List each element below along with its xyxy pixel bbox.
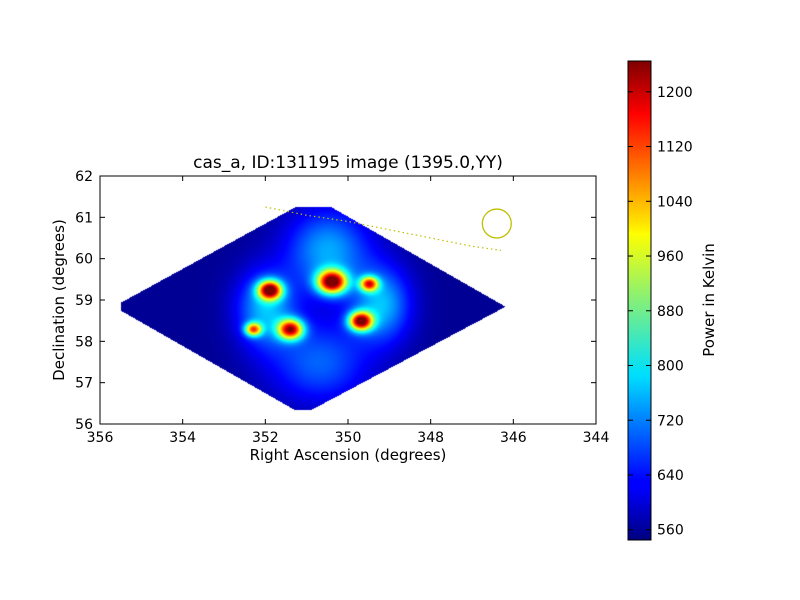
y-axis-label: Declination (degrees): [50, 219, 68, 381]
colorbar-tick-label: 1200: [657, 85, 693, 101]
x-tick-label: 352: [252, 430, 279, 446]
colorbar-tick-label: 880: [657, 304, 684, 320]
x-tick-label: 346: [500, 430, 527, 446]
colorbar-tick-label: 1120: [657, 140, 693, 156]
x-tick-label: 344: [583, 430, 610, 446]
x-axis: 356 354 352 350 348 346 344: [87, 176, 610, 446]
colorbar-tick-label: 720: [657, 413, 684, 429]
y-tick-label: 57: [75, 376, 93, 392]
x-tick-label: 348: [417, 430, 444, 446]
y-tick-label: 62: [75, 169, 93, 185]
colorbar-tick-label: 560: [657, 523, 684, 539]
x-tick-label: 354: [169, 430, 196, 446]
horizon-line: [265, 206, 502, 251]
y-tick-label: 60: [75, 252, 93, 268]
chart-title: cas_a, ID:131195 image (1395.0,YY): [193, 153, 503, 173]
colorbar-label: Power in Kelvin: [700, 243, 718, 357]
y-tick-label: 61: [75, 210, 93, 226]
colorbar-gradient: [628, 61, 651, 540]
plot-area: [99, 175, 597, 425]
colorbar-tick-label: 640: [657, 468, 684, 484]
y-axis: 56 57 58 59 60 61 62: [75, 169, 596, 433]
colorbar-tick-label: 800: [657, 359, 684, 375]
x-axis-label: Right Ascension (degrees): [250, 446, 447, 464]
beam-circle: [481, 208, 512, 239]
colorbar-tick-label: 1040: [657, 194, 693, 210]
y-tick-label: 56: [75, 417, 93, 433]
x-tick-label: 356: [87, 430, 114, 446]
colorbar-frame: [627, 60, 652, 541]
x-tick-label: 350: [335, 430, 362, 446]
colorbar-tick-label: 960: [657, 249, 684, 265]
colorbar: 560 640 720 800 880 960 1040 1120 1200 Power in …: [627, 60, 718, 541]
y-tick-label: 59: [75, 293, 93, 309]
y-tick-label: 58: [75, 334, 93, 350]
